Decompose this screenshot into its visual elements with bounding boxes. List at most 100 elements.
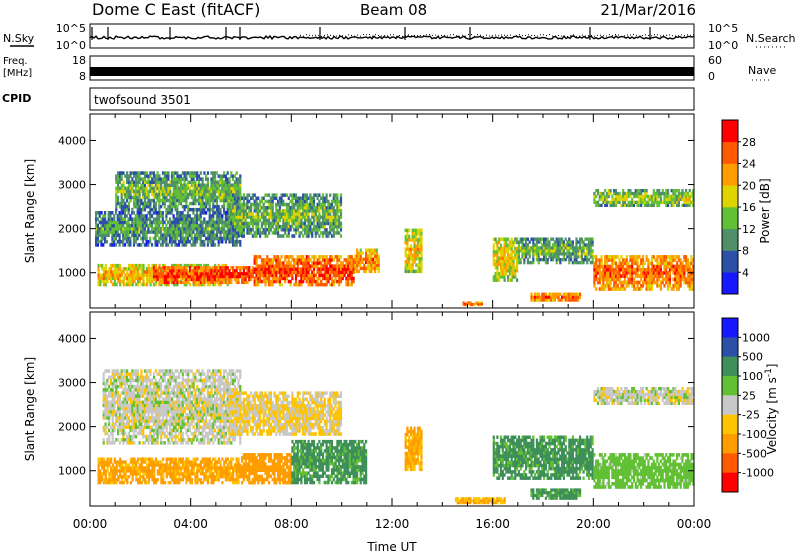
data-cell [329, 270, 332, 274]
data-cell [102, 282, 106, 287]
data-cell [602, 191, 605, 196]
data-cell [312, 202, 316, 207]
data-cell [107, 223, 110, 228]
data-cell [686, 191, 689, 196]
data-cell [622, 197, 625, 202]
data-cell [356, 263, 359, 267]
data-cell [654, 200, 657, 204]
data-cell [125, 220, 128, 225]
data-cell [534, 252, 537, 256]
data-cell [330, 270, 334, 274]
data-cell [230, 186, 233, 191]
data-cell [197, 192, 201, 197]
data-cell [294, 258, 298, 262]
data-cell [127, 180, 130, 184]
data-cell [217, 214, 220, 218]
data-cell [203, 189, 206, 194]
data-cell [496, 253, 499, 257]
data-cell [163, 177, 166, 181]
data-cell [622, 267, 625, 272]
data-cell [307, 196, 310, 200]
data-cell [280, 209, 283, 213]
data-cell [226, 223, 229, 228]
data-cell [165, 280, 168, 285]
data-cell [300, 224, 303, 229]
data-cell [271, 273, 274, 278]
data-cell [183, 276, 186, 280]
data-cell [185, 174, 188, 178]
data-cell [250, 231, 253, 235]
data-cell [652, 277, 655, 282]
data-cell [638, 194, 641, 199]
nave-tick-top: 60 [708, 54, 722, 67]
data-cell [303, 276, 307, 281]
data-cell [190, 223, 193, 228]
ytick-label: 2000 [58, 223, 86, 236]
data-cell [192, 277, 195, 282]
data-cell [104, 211, 107, 215]
data-cell [289, 199, 292, 204]
data-cell [654, 194, 657, 199]
nsearch-dot [540, 34, 541, 36]
data-cell [235, 183, 238, 187]
data-cell [477, 302, 480, 305]
data-cell [579, 237, 582, 241]
data-cell [294, 202, 298, 207]
data-cell [181, 186, 184, 191]
data-cell [357, 263, 360, 267]
data-cell [420, 257, 423, 261]
data-cell [294, 228, 298, 232]
data-cell [636, 200, 639, 204]
nsearch-dot [312, 35, 313, 37]
data-cell [158, 207, 161, 212]
data-cell [201, 189, 204, 194]
data-cell [323, 209, 326, 213]
data-cell [616, 200, 619, 204]
data-cell [505, 243, 508, 248]
data-cell [535, 237, 538, 241]
data-cell [152, 236, 155, 241]
data-cell [492, 250, 495, 254]
data-cell [237, 224, 240, 229]
data-cell [562, 252, 565, 256]
data-cell [232, 183, 235, 187]
data-cell [359, 251, 362, 255]
data-cell [658, 274, 661, 278]
data-cell [142, 276, 145, 280]
data-cell [268, 228, 271, 232]
data-cell [219, 207, 222, 212]
data-cell [291, 270, 294, 274]
data-cell [255, 264, 258, 268]
data-cell [228, 274, 231, 279]
data-cell [632, 267, 636, 272]
data-cell [214, 186, 217, 191]
data-cell [634, 258, 637, 262]
data-cell [650, 271, 654, 275]
data-cell [174, 195, 177, 200]
data-cell [464, 304, 467, 307]
data-cell [244, 277, 247, 282]
data-cell [215, 195, 218, 200]
data-cell [208, 189, 211, 194]
data-cell [674, 264, 677, 269]
data-cell [134, 217, 137, 221]
data-cell [113, 270, 116, 274]
data-cell [668, 267, 671, 272]
nsearch-dot [348, 34, 349, 36]
data-cell [676, 203, 679, 207]
data-cell [248, 215, 251, 219]
data-cell [242, 206, 245, 210]
data-cell [548, 246, 551, 250]
data-cell [275, 231, 278, 235]
data-cell [677, 203, 680, 207]
data-cell [294, 261, 298, 265]
data-cell [357, 251, 360, 255]
data-cell [668, 255, 671, 259]
data-cell [192, 280, 195, 285]
data-cell [154, 220, 157, 225]
data-cell [233, 183, 236, 187]
data-cell [339, 199, 343, 204]
data-cell [505, 259, 508, 263]
data-cell [416, 269, 420, 274]
data-cell [206, 272, 209, 276]
